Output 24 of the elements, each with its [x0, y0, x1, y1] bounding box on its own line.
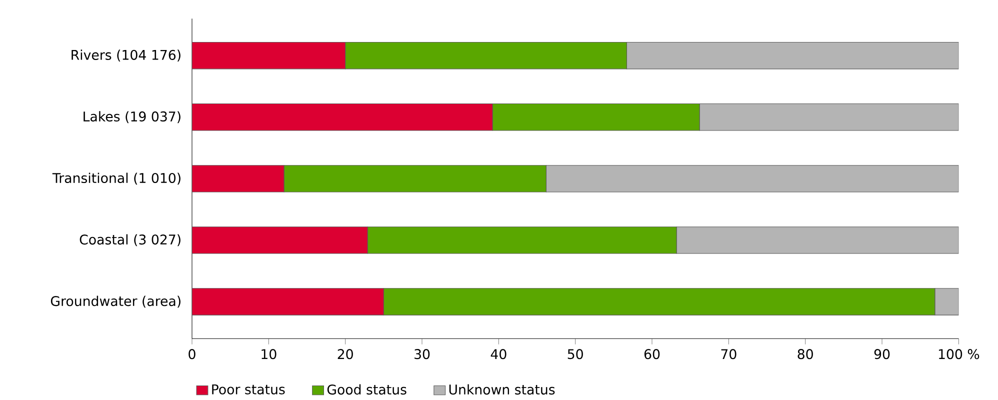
- y-tick-label: Transitional (1 010): [52, 172, 180, 185]
- bar: [934, 288, 959, 316]
- x-tick-label: 20: [338, 349, 353, 360]
- x-tick-label: 10: [262, 349, 276, 360]
- x-tick-label: 70: [721, 349, 736, 360]
- bar: [699, 104, 959, 131]
- y-tick-label: Groundwater (area): [50, 296, 180, 308]
- x-tick-label: 40: [490, 349, 506, 360]
- x-tick-label: 90: [874, 349, 890, 360]
- y-tick-label: Coastal (3 027): [80, 234, 180, 246]
- x-tick-label: 0: [188, 349, 196, 360]
- y-tick-label: Lakes (19 037): [84, 111, 180, 124]
- x-tick-label: 100 %: [938, 349, 980, 360]
- x-tick-label: 30: [414, 349, 430, 360]
- y-tick-label: Rivers (104 176): [72, 50, 180, 62]
- legend-label: Poor status: [212, 384, 285, 394]
- bar: [676, 226, 959, 254]
- bar: [546, 165, 959, 192]
- x-tick-label: 50: [568, 349, 583, 360]
- legend-label: Good status: [327, 384, 406, 395]
- legend-label: Unknown status: [449, 384, 555, 395]
- bar: [626, 42, 959, 70]
- x-tick-label: 60: [644, 349, 660, 360]
- x-tick-label: 80: [798, 349, 813, 360]
